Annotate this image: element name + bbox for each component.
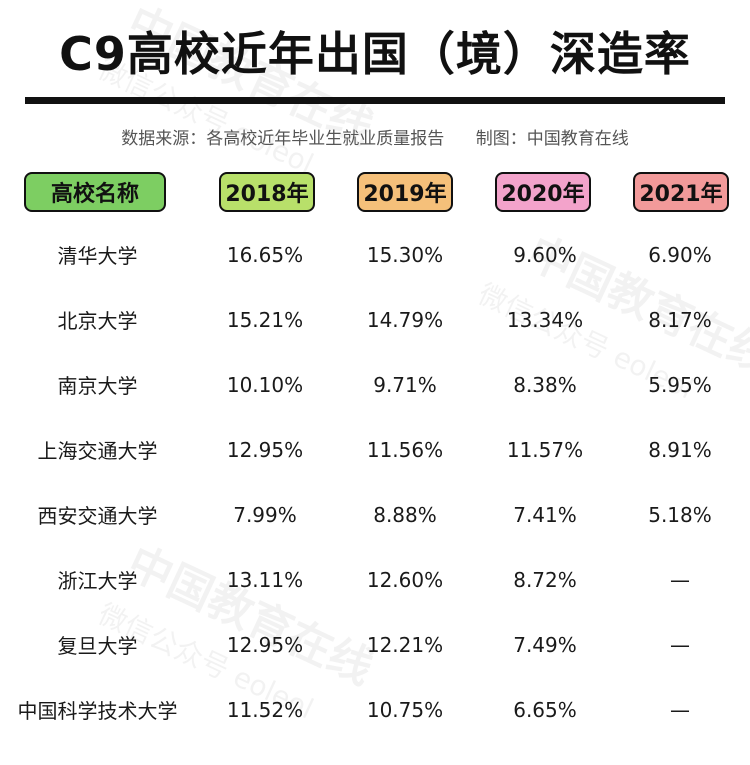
rate-2019-cell: 11.56% (366, 437, 444, 462)
rate-2020-cell: 8.72% (513, 567, 577, 592)
rate-2018-cell: 7.99% (233, 502, 297, 527)
rate-2019-cell: 14.79% (366, 307, 444, 332)
data-source-text: 数据来源：各高校近年毕业生就业质量报告 (121, 129, 445, 149)
rate-2019-cell: 10.75% (366, 697, 444, 722)
rate-2021-cell: 5.95% (648, 372, 712, 397)
school-name-cell: 北京大学 (57, 309, 138, 333)
rate-2019-cell: 8.88% (373, 502, 437, 527)
chart-by-text: 制图：中国教育在线 (475, 129, 629, 149)
rate-2021-cell: — (670, 697, 690, 722)
rate-2018-cell: 12.95% (226, 632, 304, 657)
rate-2018-cell: 11.52% (226, 697, 304, 722)
header-2019: 2019年 (357, 172, 453, 212)
rate-2020-cell: 9.60% (513, 242, 577, 267)
rate-2018-cell: 15.21% (226, 307, 304, 332)
rate-2021-cell: 5.18% (648, 502, 712, 527)
header-2021: 2021年 (633, 172, 729, 212)
title-divider (25, 97, 725, 104)
table-row: 浙江大学 13.11% 12.60% 8.72% — (0, 547, 750, 612)
rate-2018-cell: 16.65% (226, 242, 304, 267)
header-school-name: 高校名称 (24, 172, 166, 212)
rate-2020-cell: 8.38% (513, 372, 577, 397)
rate-2020-cell: 6.65% (513, 697, 577, 722)
rate-2020-cell: 7.49% (513, 632, 577, 657)
school-name-cell: 上海交通大学 (37, 439, 158, 463)
rate-2018-cell: 10.10% (226, 372, 304, 397)
page-title: C9高校近年出国（境）深造率 (59, 27, 691, 81)
table-row: 中国科学技术大学 11.52% 10.75% 6.65% — (0, 677, 750, 742)
table-row: 上海交通大学 12.95% 11.56% 11.57% 8.91% (0, 417, 750, 482)
rate-2019-cell: 15.30% (366, 242, 444, 267)
rate-2019-cell: 9.71% (373, 372, 437, 397)
school-name-cell: 南京大学 (57, 374, 138, 398)
table-row: 复旦大学 12.95% 12.21% 7.49% — (0, 612, 750, 677)
rate-2021-cell: — (670, 567, 690, 592)
rate-2019-cell: 12.21% (366, 632, 444, 657)
rate-2021-cell: 8.17% (648, 307, 712, 332)
rate-2019-cell: 12.60% (366, 567, 444, 592)
table-row: 北京大学 15.21% 14.79% 13.34% 8.17% (0, 287, 750, 352)
table-header: 高校名称 2018年 2019年 2020年 2021年 (0, 172, 750, 216)
table-row: 南京大学 10.10% 9.71% 8.38% 5.95% (0, 352, 750, 417)
rate-2020-cell: 13.34% (506, 307, 584, 332)
rate-2020-cell: 7.41% (513, 502, 577, 527)
rate-2018-cell: 13.11% (226, 567, 304, 592)
rate-2018-cell: 12.95% (226, 437, 304, 462)
school-name-cell: 复旦大学 (57, 634, 138, 658)
header-2018: 2018年 (219, 172, 315, 212)
source-line: 数据来源：各高校近年毕业生就业质量报告 制图：中国教育在线 (0, 124, 750, 149)
rate-2021-cell: 8.91% (648, 437, 712, 462)
rate-2021-cell: — (670, 632, 690, 657)
table-row: 西安交通大学 7.99% 8.88% 7.41% 5.18% (0, 482, 750, 547)
rate-2020-cell: 11.57% (506, 437, 584, 462)
school-name-cell: 西安交通大学 (37, 504, 158, 528)
table-row: 清华大学 16.65% 15.30% 9.60% 6.90% (0, 222, 750, 287)
rate-2021-cell: 6.90% (648, 242, 712, 267)
school-name-cell: 中国科学技术大学 (17, 699, 178, 723)
school-name-cell: 浙江大学 (57, 569, 138, 593)
school-name-cell: 清华大学 (57, 244, 138, 268)
table-body: 清华大学 16.65% 15.30% 9.60% 6.90% 北京大学 15.21% 14.7… (0, 222, 750, 742)
header-2020: 2020年 (495, 172, 591, 212)
